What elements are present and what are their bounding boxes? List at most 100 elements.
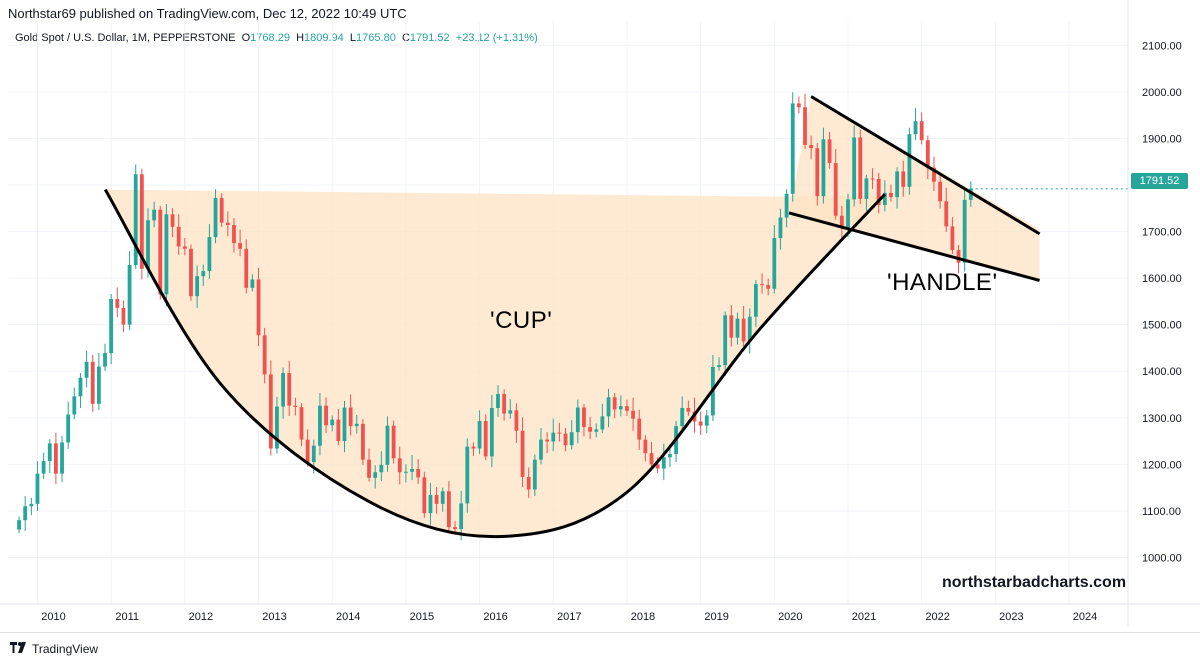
candle-body <box>631 410 635 419</box>
candle-body <box>238 243 243 249</box>
candle-body <box>434 495 439 504</box>
x-tick-label: 2012 <box>189 611 213 623</box>
candle-body <box>815 148 820 197</box>
candle-body <box>195 276 200 297</box>
publisher-text: Northstar69 published on TradingView.com… <box>8 6 407 21</box>
candle-body <box>354 423 359 427</box>
candle-body <box>858 137 863 199</box>
candle-body <box>680 407 685 427</box>
candle-body <box>207 237 212 272</box>
candle-body <box>925 140 930 168</box>
candle-body <box>182 246 187 249</box>
candle-body <box>367 459 371 478</box>
candle-body <box>876 178 881 205</box>
candle-body <box>127 265 132 325</box>
candle-body <box>311 445 316 462</box>
x-tick-label: 2015 <box>410 611 434 623</box>
candle-body <box>625 406 629 411</box>
open-label: O <box>241 32 251 44</box>
candle-body <box>514 410 519 431</box>
candle-body <box>919 121 924 141</box>
candle-body <box>96 366 101 404</box>
candle-body <box>299 407 304 440</box>
x-tick-label: 2022 <box>925 611 949 623</box>
candle-body <box>778 217 783 239</box>
candle-body <box>397 458 402 473</box>
candle-body <box>796 103 801 108</box>
candle-body <box>17 520 21 530</box>
candle-body <box>84 361 89 378</box>
x-tick-label: 2017 <box>557 611 581 623</box>
low-label: L <box>349 32 357 44</box>
candle-body <box>839 215 844 229</box>
cup-annotation: 'CUP' <box>490 307 553 334</box>
y-tick-label: 1400.00 <box>1142 366 1182 378</box>
candle-body <box>539 439 543 460</box>
candle-body <box>403 471 408 473</box>
candle-body <box>950 226 955 251</box>
candle-body <box>477 421 482 449</box>
y-tick-label: 1000.00 <box>1142 552 1182 564</box>
candle-body <box>612 397 617 410</box>
x-tick-label: 2013 <box>262 611 286 623</box>
candle-body <box>158 209 163 295</box>
candle-body <box>870 178 875 180</box>
candle-body <box>686 407 691 412</box>
y-tick-label: 1200.00 <box>1142 459 1182 471</box>
x-tick-label: 2024 <box>1073 611 1097 623</box>
candle-body <box>244 248 249 288</box>
candle-body <box>109 299 114 354</box>
tradingview-brand[interactable]: TradingView <box>32 642 99 656</box>
candle-body <box>453 527 457 530</box>
candle-body <box>698 421 703 426</box>
symbol-name[interactable]: Gold Spot / U.S. Dollar, 1M, PEPPERSTONE <box>15 32 236 44</box>
candle-body <box>348 407 353 427</box>
candle-body <box>717 365 721 368</box>
high-label: H <box>296 32 305 44</box>
candle-body <box>588 427 593 432</box>
candle-body <box>741 318 746 342</box>
change-value: +23.12 (+1.31%) <box>455 32 538 44</box>
candle-body <box>459 503 464 530</box>
candle-body <box>121 307 126 325</box>
price-chart[interactable]: 1000.00 1100.00 1200.00 1300.00 1400.00 1500.… <box>0 0 1200 632</box>
candle-body <box>846 199 850 229</box>
candle-body <box>723 315 728 366</box>
x-tick-label: 2020 <box>778 611 802 623</box>
watermark-text: northstarbadcharts.com <box>942 574 1127 591</box>
low-value: 1765.80 <box>356 32 396 44</box>
candle-body <box>760 284 764 286</box>
candle-body <box>305 439 310 462</box>
high-value: 1809.94 <box>304 32 344 44</box>
tradingview-logo-icon[interactable] <box>10 642 28 653</box>
candle-body <box>864 178 869 199</box>
candle-body <box>262 335 267 375</box>
x-tick-label: 2023 <box>999 611 1023 623</box>
candle-body <box>551 432 556 442</box>
candle-body <box>416 468 421 478</box>
candle-body <box>747 316 752 342</box>
candle-body <box>318 405 322 446</box>
candle-body <box>821 139 826 197</box>
candle-body <box>47 443 52 462</box>
candle-body <box>256 279 261 336</box>
candle-body <box>29 503 34 507</box>
candle-body <box>600 416 605 430</box>
x-axis: 2010 2011 2012 2013 2014 2015 2016 2017 2018 2019… <box>0 603 1200 623</box>
candle-body <box>569 432 574 446</box>
candle-body <box>557 432 562 434</box>
candle-body <box>735 318 740 338</box>
candle-body <box>956 250 961 263</box>
x-tick-label: 2014 <box>336 611 360 623</box>
candle-body <box>661 457 666 469</box>
candle-body <box>901 171 906 187</box>
candle-body <box>827 139 832 164</box>
candle-body <box>90 361 95 404</box>
x-tick-label: 2018 <box>631 611 655 623</box>
candle-body <box>496 394 500 408</box>
candle-body <box>60 442 64 474</box>
handle-lower-line <box>788 211 1040 282</box>
candle-body <box>575 407 580 433</box>
candle-body <box>618 406 623 410</box>
candle-body <box>668 454 672 458</box>
